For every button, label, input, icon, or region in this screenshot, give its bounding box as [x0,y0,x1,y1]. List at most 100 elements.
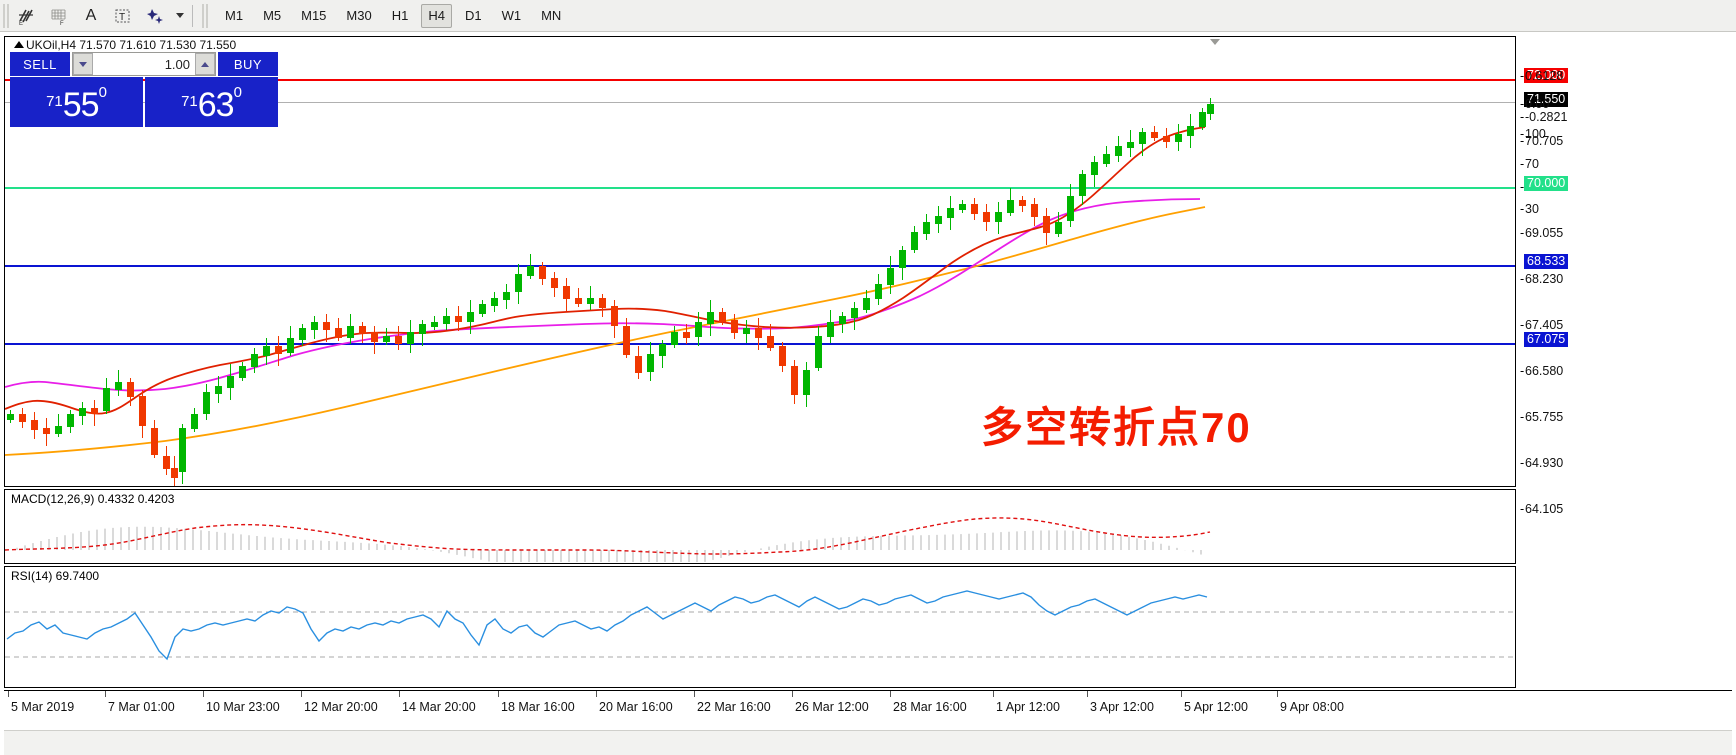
buy-label[interactable]: BUY [218,52,278,76]
level-line-72[interactable] [5,79,1515,81]
candle-body [1175,134,1182,143]
timeframe-grip[interactable] [202,3,209,28]
candle-body [863,298,870,310]
time-label: 1 Apr 12:00 [996,700,1060,714]
support-level-tag-2[interactable]: 67.075 [1524,332,1569,347]
toolbar-divider [192,4,193,27]
symbol-ohlc-label: UKOil,H4 71.570 71.610 71.530 71.550 [26,38,237,52]
sell-label[interactable]: SELL [10,52,70,76]
candle-body [515,274,522,293]
sell-price-button[interactable]: 71 55 0 [10,77,143,127]
objects-glyph [147,8,163,24]
level-line-70[interactable] [5,187,1515,189]
toolbar-grip[interactable] [3,3,10,28]
time-label: 3 Apr 12:00 [1090,700,1154,714]
price-scale[interactable]: -70.705-69.880-69.055-68.230-67.405-66.5… [1520,36,1732,688]
candle-body [827,322,834,337]
time-tick [399,691,400,697]
grid-glyph: F [51,9,66,26]
candle-body [215,386,222,395]
time-label: 7 Mar 01:00 [108,700,175,714]
objects-dropdown-icon[interactable] [172,2,186,30]
time-label: 20 Mar 16:00 [599,700,673,714]
candle-wick [578,288,579,308]
timeframe-mn[interactable]: MN [541,8,562,23]
price-tick: -66.580 [1520,364,1564,378]
candle-body [731,320,738,334]
candle-body [563,286,570,300]
time-tick [8,691,9,697]
level-line-71550[interactable] [5,102,1515,103]
candle-wick [58,414,59,438]
resistance-level-tag[interactable]: 72.000 [1524,68,1569,83]
text-label-icon[interactable]: T [108,2,138,30]
timeframe-h1[interactable]: H1 [391,8,409,23]
main-toolbar: E F A T [0,0,1736,32]
ma-orange-line [5,206,1206,456]
candle-body [1127,142,1134,149]
candle-body [755,328,762,338]
candle-body [91,408,98,415]
timeframe-d1[interactable]: D1 [464,8,482,23]
candle-body [19,414,26,423]
time-tick [694,691,695,697]
timeframe-m30[interactable]: M30 [346,8,372,23]
candle-body [1115,146,1122,156]
timeframe-m15[interactable]: M15 [301,8,327,23]
support-level-tag-1[interactable]: 68.533 [1524,254,1569,269]
candle-body [623,326,630,355]
buy-price-button[interactable]: 71 63 0 [145,77,278,127]
chart-annotation: 多空转折点70 [981,404,1252,451]
chevron-down-icon [79,61,87,67]
candle-body [635,356,642,373]
candle-body [1187,126,1194,136]
candle-body [611,306,618,326]
candle-body [335,328,342,338]
price-tick: -64.105 [1520,502,1564,516]
indicators-icon[interactable]: E [12,2,42,30]
ma-magenta-line [5,198,1201,392]
candle-body [707,312,714,324]
time-label: 10 Mar 23:00 [206,700,280,714]
volume-stepper[interactable]: 1.00 [72,52,216,76]
candle-body [323,322,330,331]
rsi-pane[interactable]: RSI(14) 69.7400 [4,566,1516,688]
volume-increase-button[interactable] [195,53,215,75]
grid-icon[interactable]: F [44,2,74,30]
candle-body [551,278,558,288]
last-price-tag[interactable]: 71.550 [1524,92,1569,107]
level-line-67075[interactable] [5,343,1515,345]
candle-body [935,216,942,225]
buy-price-prefix: 71 [181,93,198,110]
candle-body [671,332,678,346]
text-label-glyph: T [115,9,130,23]
candle-body [1199,112,1206,127]
timeframe-w1[interactable]: W1 [501,8,522,23]
indicators-glyph: E [19,9,33,26]
volume-decrease-button[interactable] [73,53,93,75]
time-tick [105,691,106,697]
chart-collapse-marker[interactable] [1210,39,1220,45]
candle-body [971,204,978,214]
macd-pane[interactable]: MACD(12,26,9) 0.4332 0.4203 [4,489,1516,564]
svg-text:F: F [60,21,64,26]
objects-icon[interactable] [140,2,170,30]
time-axis[interactable]: 5 Mar 2019 7 Mar 01:00 10 Mar 23:00 12 Mar … [4,690,1732,730]
time-label: 26 Mar 12:00 [795,700,869,714]
timeframe-m5[interactable]: M5 [263,8,282,23]
timeframe-h4[interactable]: H4 [421,3,452,28]
volume-value[interactable]: 1.00 [93,53,195,75]
status-bar [4,730,1732,755]
ma-red-line [5,126,1206,415]
candle-body [1055,222,1062,234]
rsi-scale-tick: -100 [1520,127,1546,141]
time-tick [301,691,302,697]
pivot-level-tag[interactable]: 70.000 [1524,176,1569,191]
candle-body [371,332,378,342]
text-tool-icon[interactable]: A [85,6,97,24]
candle-body [263,346,270,356]
macd-canvas [5,517,1211,562]
timeframe-m1[interactable]: M1 [225,8,244,23]
one-click-trading-panel[interactable]: SELL 1.00 BUY 71 55 0 71 63 0 [10,52,278,127]
level-line-68533[interactable] [5,265,1515,267]
